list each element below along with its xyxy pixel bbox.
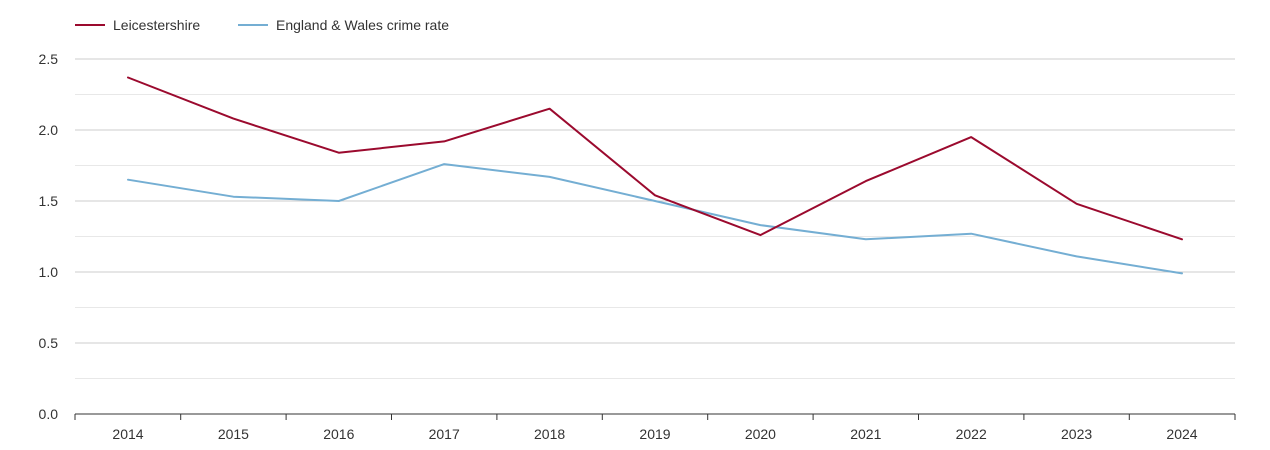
legend-label-england-wales: England & Wales crime rate: [276, 17, 449, 33]
y-tick-label: 1.0: [39, 264, 59, 280]
x-axis-ticks: 2014 2015 2016 2017 2018 2019 2020 2021 2022 2023…: [74, 414, 1236, 442]
x-tick-label: 2018: [534, 426, 565, 442]
y-tick-label: 1.5: [39, 193, 59, 209]
legend-label-leicestershire: Leicestershire: [113, 17, 200, 33]
legend: Leicestershire England & Wales crime rat…: [75, 17, 449, 33]
x-tick-label: 2023: [1061, 426, 1092, 442]
x-tick-label: 2019: [639, 426, 670, 442]
x-tick-label: 2024: [1166, 426, 1197, 442]
x-tick-label: 2022: [956, 426, 987, 442]
series-line-leicestershire: [127, 76, 1183, 241]
x-tick-label: 2017: [429, 426, 460, 442]
x-tick-label: 2015: [218, 426, 249, 442]
series-line-england-wales: [127, 163, 1183, 275]
y-tick-label: 2.5: [39, 51, 59, 67]
x-tick-label: 2020: [745, 426, 776, 442]
x-tick-label: 2016: [323, 426, 354, 442]
x-tick-label: 2014: [112, 426, 143, 442]
series-lines: [127, 76, 1183, 275]
y-tick-label: 2.0: [39, 122, 59, 138]
y-axis-ticks: 0.0 0.5 1.0 1.5 2.0 2.5: [39, 51, 59, 422]
gridlines: [75, 58, 1235, 379]
x-tick-label: 2021: [850, 426, 881, 442]
y-tick-label: 0.0: [39, 406, 59, 422]
y-tick-label: 0.5: [39, 335, 59, 351]
